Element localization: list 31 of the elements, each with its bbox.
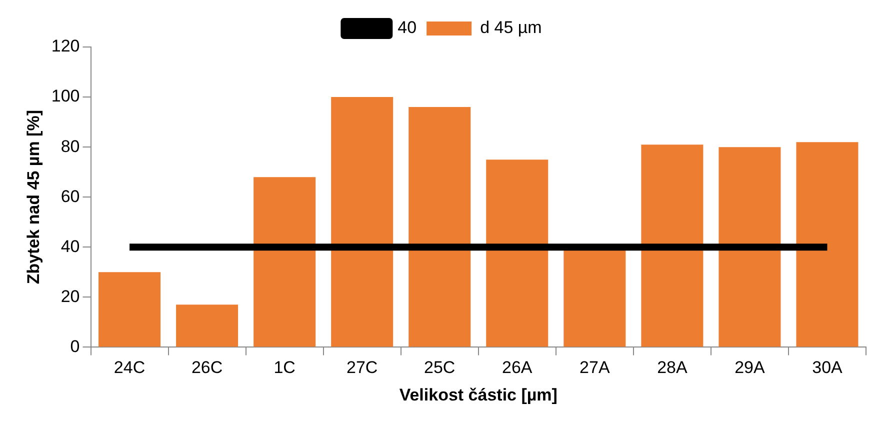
bar [254,177,316,347]
x-tick-label: 27A [580,358,610,378]
y-tick-label: 0 [70,336,80,356]
x-tick-label: 26C [191,358,223,378]
y-tick-label: 40 [60,236,80,256]
y-tick-label: 20 [60,286,80,306]
x-tick-label: 28A [657,358,688,378]
bar [176,304,238,347]
x-tick-label: 26A [502,358,533,378]
y-tick-label: 60 [60,186,80,206]
legend-label: 40 [398,18,417,38]
bar [331,97,394,347]
bar [718,147,781,347]
y-tick-label: 80 [60,136,80,156]
x-tick-label: 24C [114,358,146,378]
bar [486,160,548,347]
bar [796,142,858,347]
x-tick-label: 27C [346,358,378,378]
x-tick-label: 29A [734,358,766,378]
legend-label: d 45 µm [480,18,542,38]
bar [408,107,471,347]
x-axis-title: Velikost částic [µm] [399,385,558,404]
x-tick-label: 25C [424,358,456,378]
bar [564,250,626,347]
y-tick-label: 100 [51,86,80,106]
x-tick-label: 1C [274,358,296,378]
x-tick-label: 30A [812,358,844,378]
bar [641,144,704,347]
y-axis-title: Zbytek nad 45 µm [%] [24,110,43,284]
y-tick-label: 120 [51,36,80,56]
bar [98,272,161,347]
